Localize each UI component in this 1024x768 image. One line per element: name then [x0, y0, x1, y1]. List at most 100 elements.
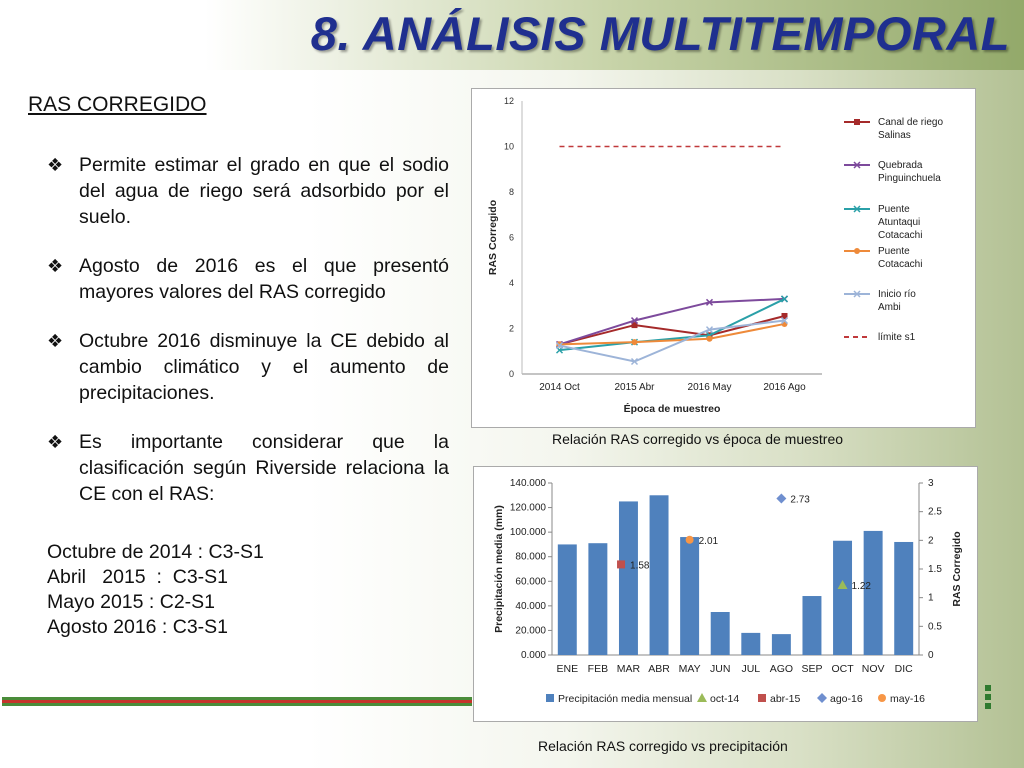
y2-tick-label: 2.5 — [928, 507, 942, 518]
bullet-text: Octubre 2016 disminuye la CE debido al c… — [79, 330, 449, 404]
precipitation-bar — [649, 495, 669, 655]
y-tick-label: 80.000 — [515, 552, 546, 563]
data-point — [781, 312, 788, 319]
bullet-text: Permite estimar el grado en que el sodio… — [79, 154, 449, 228]
data-point — [697, 693, 707, 702]
x-tick-label: ABR — [648, 663, 670, 675]
title-band — [0, 0, 1024, 70]
classification-item: Octubre de 2014 : C3-S1 — [47, 541, 264, 563]
y2-tick-label: 1.5 — [928, 564, 942, 575]
y-tick-label: 100.000 — [510, 527, 547, 538]
data-point — [705, 298, 714, 306]
footer-stripe — [2, 697, 472, 700]
y-tick-label: 8 — [509, 187, 514, 197]
precipitation-bar — [710, 612, 730, 655]
x-tick-label: 2016 Ago — [763, 382, 806, 393]
diamond-bullet-icon: ❖ — [47, 256, 64, 276]
y-tick-label: 6 — [509, 233, 514, 243]
data-point — [817, 693, 827, 703]
data-point — [854, 119, 860, 125]
ras-vs-season-chart: 0 2 4 6 8 10 12 2014 Oct 2015 Abr 2016 May 2016 Ag… — [487, 96, 943, 415]
x-tick-label: AGO — [770, 663, 793, 675]
bullet-text: Es importante considerar que la clasific… — [79, 431, 449, 505]
data-point — [837, 580, 848, 590]
diamond-bullet-icon: ❖ — [47, 155, 64, 175]
x-tick-label: DIC — [895, 663, 914, 675]
y-tick-label: 40.000 — [515, 601, 546, 612]
legend-label: may-16 — [890, 693, 925, 705]
diamond-bullet-icon: ❖ — [47, 331, 64, 351]
legend-label: Puente Cotacachi — [878, 246, 922, 270]
y2-tick-label: 1 — [928, 593, 934, 604]
data-point — [631, 339, 638, 346]
data-point — [854, 248, 860, 254]
series-line — [559, 297, 785, 346]
y-tick-label: 0.000 — [521, 650, 546, 661]
y-axis-title: Precipitación media (mm) — [493, 505, 505, 633]
precipitation-bar — [741, 632, 761, 655]
legend-label: límite s1 — [878, 332, 916, 343]
ras-vs-precipitation-chart: 0.00020.00040.00060.00080.000100.000120.… — [493, 478, 963, 705]
y2-tick-label: 0 — [928, 650, 934, 661]
x-tick-label: SEP — [801, 663, 822, 675]
classification-item: Agosto 2016 : C3-S1 — [47, 616, 229, 638]
bullet-item: ❖ Octubre 2016 disminuye la CE debido al … — [47, 328, 449, 406]
classification-item: Abril 2015 : C3-S1 — [47, 566, 229, 588]
data-point — [853, 205, 861, 213]
precipitation-bar — [863, 530, 883, 655]
x-tick-label: 2014 Oct — [539, 382, 580, 393]
legend-swatch — [546, 694, 554, 702]
series-line — [559, 298, 785, 352]
y-tick-label: 0 — [509, 369, 514, 379]
data-label: 1.58 — [630, 560, 650, 571]
y2-axis-title: RAS Corregido — [951, 531, 963, 606]
data-point — [780, 317, 789, 325]
x-tick-label: FEB — [588, 663, 608, 675]
bullet-list: ❖ Permite estimar el grado en que el sodi… — [47, 152, 449, 530]
chart1-caption: Relación RAS corregido vs época de muest… — [552, 431, 844, 447]
x-tick-label: NOV — [862, 663, 885, 675]
data-point — [780, 295, 789, 303]
data-point — [617, 560, 626, 569]
x-tick-label: 2015 Abr — [614, 382, 655, 393]
x-tick-label: OCT — [831, 663, 854, 675]
data-label: 2.73 — [790, 494, 810, 505]
data-point — [853, 161, 861, 169]
y2-tick-label: 0.5 — [928, 621, 942, 632]
precipitation-bar — [618, 501, 638, 655]
data-point — [555, 342, 564, 350]
y2-tick-label: 3 — [928, 478, 934, 489]
footer-stripe — [2, 700, 472, 703]
bullet-item: ❖ Agosto de 2016 es el que presentó mayor… — [47, 253, 449, 305]
chart2-caption: Relación RAS corregido vs precipitación — [538, 738, 788, 754]
x-tick-label: MAY — [679, 663, 701, 675]
data-point — [631, 322, 638, 329]
data-point — [853, 290, 861, 298]
classification-item: Mayo 2015 : C2-S1 — [47, 591, 216, 613]
precipitation-bar — [680, 537, 700, 655]
footer-stripe — [2, 703, 472, 706]
x-axis-title: Época de muestreo — [624, 402, 721, 415]
page-title: 8. ANÁLISIS MULTITEMPORAL — [310, 7, 1010, 60]
y-axis-title: RAS Corregido — [487, 200, 499, 275]
y-tick-label: 2 — [509, 324, 514, 334]
precipitation-bar — [557, 544, 577, 655]
x-tick-label: MAR — [617, 663, 641, 675]
y-tick-label: 140.000 — [510, 478, 547, 489]
bullet-item: ❖ Permite estimar el grado en que el sodi… — [47, 152, 449, 230]
classification-list: Octubre de 2014 : C3-S1 Abril 2015 : C3-… — [47, 540, 264, 640]
bullet-text: Agosto de 2016 es el que presentó mayore… — [79, 255, 449, 303]
y-tick-label: 20.000 — [515, 625, 546, 636]
y-tick-label: 4 — [509, 278, 514, 288]
y-tick-label: 10 — [504, 142, 514, 152]
legend-label: Canal de riego Salinas — [878, 117, 943, 141]
precipitation-bar — [833, 540, 853, 655]
legend-label: oct-14 — [710, 693, 739, 705]
data-point — [705, 326, 714, 334]
section-title: RAS CORREGIDO — [28, 93, 207, 116]
data-label: 2.01 — [699, 536, 719, 547]
ras-vs-precipitation-chart-frame: 0.000 20.000 40.000 60.000 80.000 100.000 120.… — [473, 466, 978, 722]
data-point — [706, 335, 713, 342]
legend-label: ago-16 — [830, 693, 863, 705]
data-point — [685, 535, 694, 544]
